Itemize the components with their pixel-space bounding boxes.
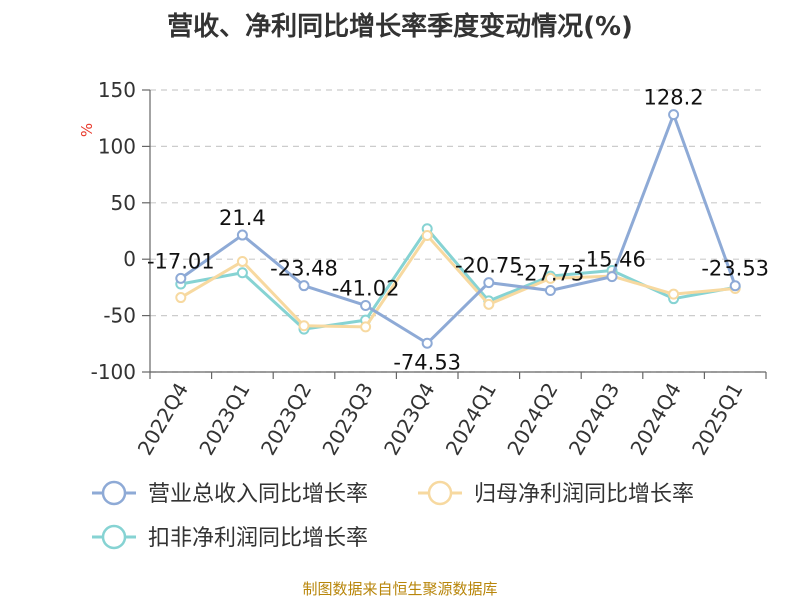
x-tick-label: 2024Q3	[564, 379, 624, 460]
data-point	[729, 280, 741, 292]
data-label: -17.01	[147, 249, 215, 273]
data-point	[668, 109, 680, 121]
data-point	[483, 298, 495, 310]
data-point	[175, 292, 187, 304]
x-tick-label: 2024Q2	[502, 379, 562, 460]
x-tick-label: 2025Q1	[687, 379, 747, 460]
y-tick-label: -100	[91, 360, 136, 384]
data-label: -20.75	[455, 254, 523, 278]
x-tick-label: 2022Q4	[133, 379, 193, 460]
data-point	[544, 272, 556, 284]
legend-marker	[101, 480, 127, 506]
x-tick-label: 2024Q4	[625, 379, 685, 460]
data-point	[421, 230, 433, 242]
data-point	[236, 229, 248, 241]
data-label: -23.48	[270, 257, 338, 281]
x-tick-label: 2023Q3	[317, 379, 377, 460]
series-line	[180, 234, 736, 329]
legend-item[interactable]: 营业总收入同比增长率	[92, 480, 368, 507]
y-axis-label: %	[78, 123, 96, 137]
legend-item[interactable]: 归母净利润同比增长率	[418, 480, 694, 507]
legend-label: 营业总收入同比增长率	[148, 482, 368, 507]
y-tick-label: 100	[98, 134, 136, 158]
chart-title: 营收、净利同比增长率季度变动情况(%)	[167, 12, 633, 42]
data-label: -27.73	[517, 261, 585, 285]
data-label: -41.02	[332, 276, 400, 300]
y-tick-label: 50	[111, 191, 136, 215]
data-point	[421, 337, 433, 349]
legend-label: 扣非净利润同比增长率	[148, 526, 368, 551]
data-point	[175, 272, 187, 284]
y-tick-label: 150	[98, 78, 136, 102]
series-line	[179, 113, 737, 345]
x-tick-label: 2023Q1	[194, 379, 254, 460]
series-lines	[175, 109, 741, 349]
data-point	[236, 255, 248, 267]
x-tick-label: 2023Q4	[379, 379, 439, 460]
legend-label: 归母净利润同比增长率	[474, 482, 694, 507]
data-point	[298, 280, 310, 292]
legend-marker	[427, 480, 453, 506]
data-label: 21.4	[219, 206, 266, 230]
source-note: 制图数据来自恒生聚源数据库	[302, 580, 498, 598]
legend-item[interactable]: 扣非净利润同比增长率	[92, 524, 368, 551]
data-label: -74.53	[393, 350, 461, 374]
data-point	[606, 271, 618, 283]
data-point	[544, 284, 556, 296]
data-point	[298, 320, 310, 332]
y-tick-label: 0	[123, 247, 136, 271]
legend-marker	[101, 524, 127, 550]
x-tick-label: 2023Q2	[256, 379, 316, 460]
data-label: -15.46	[578, 248, 646, 272]
data-label: -23.53	[701, 257, 769, 281]
y-tick-label: -50	[103, 304, 136, 328]
data-point	[360, 299, 372, 311]
data-point	[483, 277, 495, 289]
data-point	[668, 288, 680, 300]
x-tick-label: 2024Q1	[441, 379, 501, 460]
data-point	[236, 267, 248, 279]
data-label: 128.2	[644, 86, 704, 110]
data-point	[360, 321, 372, 333]
